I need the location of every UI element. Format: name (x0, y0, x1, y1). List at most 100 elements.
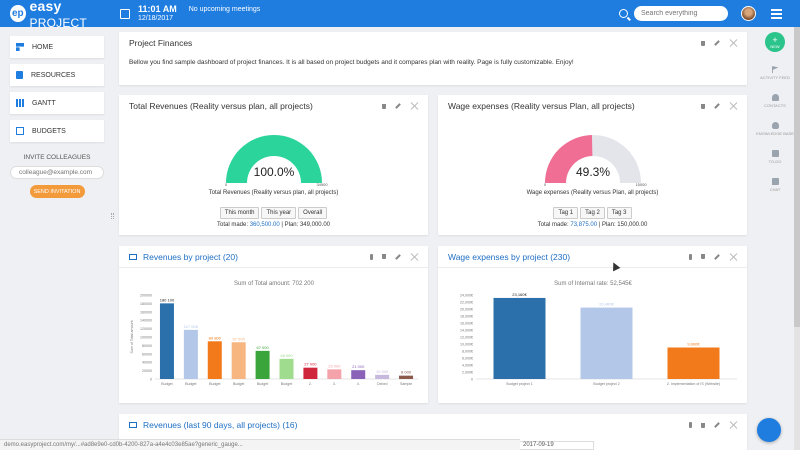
tab-tag-3[interactable]: Tag 3 (606, 207, 632, 219)
rail-item-todo[interactable]: TO-DO (756, 150, 794, 164)
panel-title[interactable]: Revenues (last 90 days, all projects) (1… (143, 420, 298, 430)
calendar-icon[interactable] (120, 8, 130, 19)
panel-title[interactable]: Wage expenses by project (230) (448, 251, 571, 262)
category-label: Budget (185, 382, 196, 386)
delete-icon[interactable] (382, 254, 386, 259)
y-tick-label: 20,000€ (460, 308, 473, 312)
tab-this-month[interactable]: This month (219, 207, 260, 219)
invite-title: INVITE COLLEAGUES (23, 154, 91, 161)
tab-tag-1[interactable]: Tag 1 (553, 207, 579, 219)
bar (303, 367, 318, 379)
bar (255, 350, 270, 379)
rail-item-activity-feed[interactable]: ACTIVITY FEED (756, 66, 794, 80)
edit-icon[interactable] (395, 103, 401, 109)
scrollbar-thumb[interactable] (794, 27, 800, 327)
search-input[interactable] (634, 6, 728, 21)
plan-value: | Plan: 349,000.00 (281, 222, 330, 228)
pin-icon[interactable] (370, 253, 373, 260)
wage-gauge: 49.3% 0 15000 (544, 135, 647, 187)
close-icon[interactable] (410, 102, 418, 110)
sidebar-item-budgets[interactable]: BUDGETS (10, 120, 104, 142)
revenues-bar-chart: Sum of Total amount: 702 200 0 20000 40000… (130, 281, 418, 386)
gauge-percent: 49.3% (576, 165, 610, 179)
close-icon[interactable] (729, 421, 737, 429)
delete-icon[interactable] (701, 422, 705, 428)
search-icon[interactable] (619, 9, 628, 18)
sidebar-item-resources[interactable]: RESOURCES (10, 64, 104, 86)
panel-title: Project Finances (129, 38, 193, 48)
meetings-status: No upcoming meetings (188, 5, 261, 13)
edit-icon[interactable] (714, 40, 720, 46)
bar (375, 374, 390, 379)
new-label: NEW (770, 43, 780, 49)
bar (207, 341, 222, 379)
tab-overall[interactable]: Overall (298, 207, 328, 219)
y-axis-label: Sum of Total amount (130, 321, 134, 354)
y-tick-label: 200000 (140, 294, 152, 298)
sidebar-collapse-handle[interactable] (111, 213, 114, 219)
close-icon[interactable] (729, 102, 737, 110)
edit-icon[interactable] (714, 422, 720, 428)
y-tick-label: 24,000€ (460, 294, 473, 298)
bar (493, 297, 546, 379)
date-field[interactable]: 2017-09-19 (519, 441, 594, 450)
edit-icon[interactable] (395, 253, 401, 260)
data-label: 23 000 (328, 363, 341, 368)
gauge-percent: 100.0% (254, 165, 295, 179)
close-icon[interactable] (410, 253, 418, 261)
total-made-value: 360,500.00 (249, 222, 280, 228)
scrollbar[interactable] (794, 27, 800, 450)
pin-icon[interactable] (689, 422, 692, 428)
chart-title: Sum of Total amount: 702 200 (234, 281, 315, 287)
y-tick-label: 180000 (140, 302, 152, 306)
y-tick-label: 0 (471, 378, 473, 382)
delete-icon[interactable] (701, 103, 705, 109)
gantt-icon (16, 99, 24, 107)
edit-icon[interactable] (714, 103, 720, 109)
revenues-totals: Total made: 360,500.00 | Plan: 349,000.0… (216, 222, 330, 228)
delete-icon[interactable] (701, 40, 705, 46)
sidebar-item-gantt[interactable]: GANTT (10, 92, 104, 114)
rail-item-chat[interactable]: CHAT (756, 178, 794, 192)
help-chat-button[interactable] (757, 418, 781, 442)
sidebar-item-home[interactable]: HOME (10, 36, 104, 58)
bar (231, 342, 246, 379)
y-tick-label: 22,000€ (460, 301, 473, 305)
category-label: 2. Implementation of IS (Website) (667, 382, 720, 386)
y-tick-label: 12,000€ (460, 336, 473, 340)
data-label: 180 100 (160, 297, 175, 302)
data-label: 21 000 (352, 364, 365, 369)
y-tick-label: 20000 (142, 369, 152, 373)
category-label: Oxford (377, 382, 388, 386)
bar (580, 307, 633, 379)
edit-icon[interactable] (714, 253, 720, 260)
close-icon[interactable] (729, 39, 737, 47)
invite-email-field[interactable] (10, 166, 104, 179)
delete-icon[interactable] (701, 254, 705, 259)
send-invitation-button[interactable]: SEND INVITATION (29, 185, 85, 198)
delete-icon[interactable] (382, 103, 386, 109)
flag-icon (771, 66, 779, 73)
category-label: 2. (309, 382, 312, 386)
tab-tag-2[interactable]: Tag 2 (580, 207, 605, 219)
tab-this-year[interactable]: This year (261, 207, 297, 219)
close-icon[interactable] (729, 253, 737, 261)
rail-item-contacts[interactable]: CONTACTS (756, 94, 794, 108)
new-button[interactable]: + NEW (765, 32, 785, 52)
bar (183, 329, 198, 379)
hamburger-menu-icon[interactable] (771, 7, 782, 21)
category-label: Budget (233, 382, 244, 386)
avatar[interactable] (741, 6, 756, 21)
current-date: 12/18/2017 (138, 14, 174, 22)
y-tick-label: 18,000€ (460, 315, 473, 319)
logo[interactable]: ep easy PROJECT (10, 0, 115, 30)
data-label: 23,160€ (512, 292, 527, 297)
chart-icon (129, 422, 137, 428)
rail-item-knowledge-base[interactable]: KNOWLEDGE BASE (756, 122, 794, 136)
project-finances-panel: Project Finances Bellow you find sample … (119, 32, 747, 85)
total-revenues-panel: Total Revenues (Reality versus plan, all… (119, 95, 428, 235)
panel-title[interactable]: Revenues by project (20) (143, 251, 238, 262)
resources-icon (16, 71, 23, 79)
wage-totals: Total made: 73,875.00 | Plan: 150,000.00 (537, 222, 648, 228)
pin-icon[interactable] (689, 253, 692, 260)
